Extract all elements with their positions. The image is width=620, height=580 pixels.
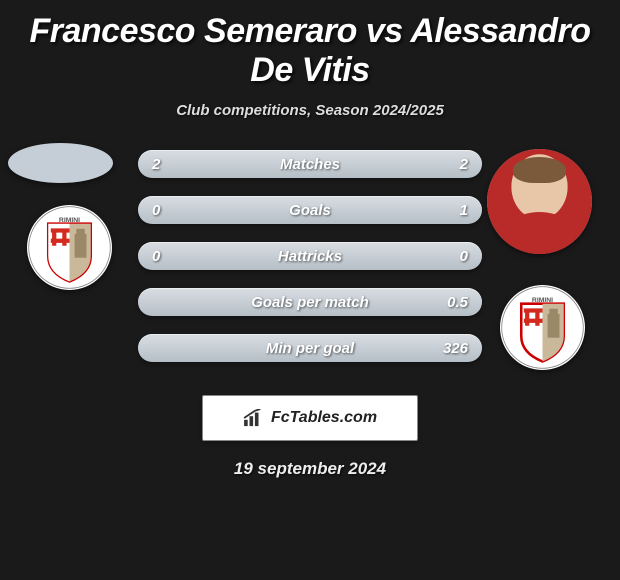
date-label: 19 september 2024 [0,441,620,479]
stat-label: Matches [138,150,482,178]
svg-text:RIMINI: RIMINI [59,217,80,224]
stat-label: Goals [138,196,482,224]
stat-value-left: 2 [152,150,160,178]
stat-value-right: 326 [443,334,468,362]
stat-value-left: 0 [152,242,160,270]
stat-value-right: 0 [460,242,468,270]
stat-value-left: 0 [152,196,160,224]
brand-label: FcTables.com [271,409,377,427]
stat-label: Min per goal [138,334,482,362]
stats-area: RIMINI RIMINI Matches22Goals01Hattricks0… [0,137,620,377]
stat-value-right: 0.5 [447,288,468,316]
page-title: Francesco Semeraro vs Alessandro De Viti… [0,0,620,96]
rimini-crest-icon: RIMINI [27,205,112,290]
club-left-crest: RIMINI [27,205,112,290]
brand-box[interactable]: FcTables.com [202,395,418,441]
stat-value-right: 1 [460,196,468,224]
stat-bars: Matches22Goals01Hattricks00Goals per mat… [138,150,482,380]
club-right-crest: RIMINI [500,285,585,370]
player-left-avatar [8,143,113,183]
stat-value-right: 2 [460,150,468,178]
stat-bar: Goals per match0.5 [138,288,482,316]
rimini-crest-icon: RIMINI [500,285,585,370]
bar-chart-icon [243,409,265,427]
stat-label: Hattricks [138,242,482,270]
stat-bar: Hattricks0 0 [138,242,482,270]
stat-bar: Matches2 2 [138,150,482,178]
player-right-avatar [487,149,592,254]
stat-bar: Min per goal326 [138,334,482,362]
subtitle: Club competitions, Season 2024/2025 [0,96,620,137]
stat-bar: Goals0 1 [138,196,482,224]
stat-label: Goals per match [138,288,482,316]
svg-text:RIMINI: RIMINI [532,297,553,304]
